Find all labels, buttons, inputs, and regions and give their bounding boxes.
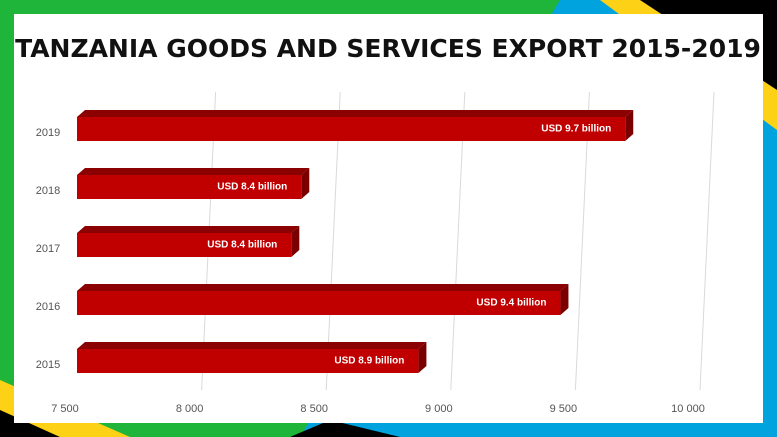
- grid-line: [325, 91, 341, 391]
- bar-side: [418, 342, 427, 373]
- bar-side: [291, 226, 300, 257]
- bar-side: [560, 284, 569, 315]
- grid-line: [450, 91, 466, 391]
- bar-top: [77, 342, 427, 349]
- bar-top: [77, 168, 310, 175]
- y-tick-label: 2018: [36, 185, 60, 197]
- value-label: USD 8.4 billion: [217, 182, 287, 193]
- x-tick-label: 9 000: [425, 403, 453, 415]
- chart-title: TANZANIA GOODS AND SERVICES EXPORT 2015-…: [15, 34, 761, 63]
- bar-side: [625, 110, 634, 141]
- y-tick-label: 2017: [36, 243, 60, 255]
- y-tick-label: 2015: [36, 359, 60, 371]
- bar-top: [77, 226, 300, 233]
- value-label: USD 8.9 billion: [334, 356, 404, 367]
- bar: [77, 349, 419, 373]
- bar-top: [77, 284, 569, 291]
- x-tick-label: 8 000: [176, 403, 204, 415]
- x-tick-label: 10 000: [671, 403, 705, 415]
- x-tick-label: 7 500: [51, 403, 79, 415]
- bar: [77, 291, 561, 315]
- bar: [77, 175, 302, 199]
- y-tick-label: 2019: [36, 127, 60, 139]
- bar: [77, 117, 626, 141]
- y-tick-label: 2016: [36, 301, 60, 313]
- decor-black: [290, 420, 400, 437]
- x-tick-label: 8 500: [300, 403, 328, 415]
- value-label: USD 8.4 billion: [207, 240, 277, 251]
- grid-line: [574, 91, 590, 391]
- grid-line: [699, 91, 715, 391]
- bar: [77, 233, 292, 257]
- bar-side: [301, 168, 310, 199]
- value-label: USD 9.7 billion: [541, 124, 611, 135]
- x-tick-label: 9 500: [550, 403, 578, 415]
- bar-top: [77, 110, 634, 117]
- value-label: USD 9.4 billion: [476, 298, 546, 309]
